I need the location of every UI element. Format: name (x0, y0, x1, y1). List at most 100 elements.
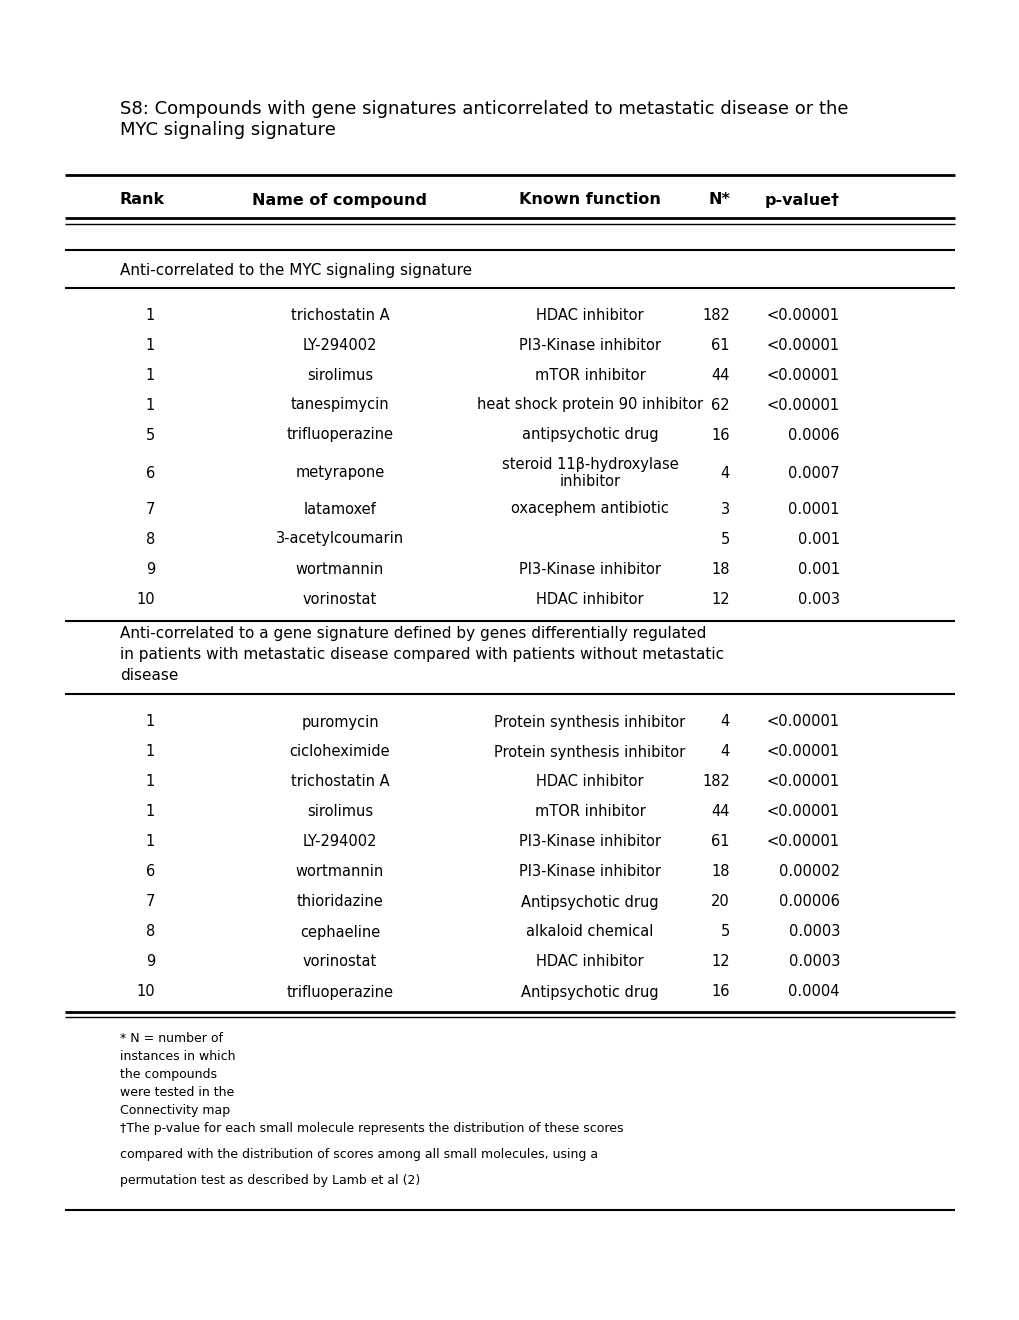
Text: 1: 1 (146, 744, 155, 759)
Text: 1: 1 (146, 714, 155, 730)
Text: PI3-Kinase inhibitor: PI3-Kinase inhibitor (519, 338, 660, 352)
Text: Anti-correlated to a gene signature defined by genes differentially regulated
in: Anti-correlated to a gene signature defi… (120, 626, 723, 682)
Text: 10: 10 (137, 591, 155, 606)
Text: HDAC inhibitor: HDAC inhibitor (536, 591, 643, 606)
Text: 12: 12 (710, 954, 730, 969)
Text: 1: 1 (146, 775, 155, 789)
Text: LY-294002: LY-294002 (303, 338, 377, 352)
Text: trifluoperazine: trifluoperazine (286, 985, 393, 999)
Text: 12: 12 (710, 591, 730, 606)
Text: latamoxef: latamoxef (304, 502, 376, 516)
Text: Anti-correlated to the MYC signaling signature: Anti-correlated to the MYC signaling sig… (120, 263, 472, 277)
Text: 182: 182 (701, 308, 730, 322)
Text: antipsychotic drug: antipsychotic drug (521, 428, 657, 442)
Text: puromycin: puromycin (301, 714, 378, 730)
Text: 62: 62 (710, 397, 730, 412)
Text: 3: 3 (720, 502, 730, 516)
Text: oxacephem antibiotic: oxacephem antibiotic (511, 502, 668, 516)
Text: 8: 8 (146, 924, 155, 940)
Text: <0.00001: <0.00001 (766, 804, 840, 820)
Text: trichostatin A: trichostatin A (290, 775, 389, 789)
Text: N*: N* (707, 193, 730, 207)
Text: Known function: Known function (519, 193, 660, 207)
Text: †The p-value for each small molecule represents the distribution of these scores: †The p-value for each small molecule rep… (120, 1122, 623, 1135)
Text: 7: 7 (146, 502, 155, 516)
Text: metyrapone: metyrapone (296, 466, 384, 480)
Text: steroid 11β-hydroxylase
inhibitor: steroid 11β-hydroxylase inhibitor (501, 457, 678, 490)
Text: 16: 16 (711, 428, 730, 442)
Text: PI3-Kinase inhibitor: PI3-Kinase inhibitor (519, 834, 660, 850)
Text: Antipsychotic drug: Antipsychotic drug (521, 895, 658, 909)
Text: 0.0007: 0.0007 (788, 466, 840, 480)
Text: 0.0006: 0.0006 (788, 428, 840, 442)
Text: 61: 61 (711, 834, 730, 850)
Text: <0.00001: <0.00001 (766, 775, 840, 789)
Text: permutation test as described by Lamb et al (2): permutation test as described by Lamb et… (120, 1173, 420, 1187)
Text: 0.0003: 0.0003 (788, 954, 840, 969)
Text: 0.001: 0.001 (797, 532, 840, 546)
Text: trifluoperazine: trifluoperazine (286, 428, 393, 442)
Text: 1: 1 (146, 397, 155, 412)
Text: 20: 20 (710, 895, 730, 909)
Text: HDAC inhibitor: HDAC inhibitor (536, 775, 643, 789)
Text: 0.0003: 0.0003 (788, 924, 840, 940)
Text: S8: Compounds with gene signatures anticorrelated to metastatic disease or the
M: S8: Compounds with gene signatures antic… (120, 100, 848, 139)
Text: thioridazine: thioridazine (297, 895, 383, 909)
Text: compared with the distribution of scores among all small molecules, using a: compared with the distribution of scores… (120, 1148, 597, 1162)
Text: 0.001: 0.001 (797, 561, 840, 577)
Text: trichostatin A: trichostatin A (290, 308, 389, 322)
Text: 7: 7 (146, 895, 155, 909)
Text: mTOR inhibitor: mTOR inhibitor (534, 804, 645, 820)
Text: 18: 18 (711, 561, 730, 577)
Text: 8: 8 (146, 532, 155, 546)
Text: 182: 182 (701, 775, 730, 789)
Text: vorinostat: vorinostat (303, 954, 377, 969)
Text: 4: 4 (720, 714, 730, 730)
Text: 16: 16 (711, 985, 730, 999)
Text: <0.00001: <0.00001 (766, 367, 840, 383)
Text: 6: 6 (146, 466, 155, 480)
Text: 1: 1 (146, 367, 155, 383)
Text: 61: 61 (711, 338, 730, 352)
Text: cephaeline: cephaeline (300, 924, 380, 940)
Text: 44: 44 (711, 804, 730, 820)
Text: 3-acetylcoumarin: 3-acetylcoumarin (276, 532, 404, 546)
Text: 0.00006: 0.00006 (779, 895, 840, 909)
Text: HDAC inhibitor: HDAC inhibitor (536, 308, 643, 322)
Text: <0.00001: <0.00001 (766, 397, 840, 412)
Text: <0.00001: <0.00001 (766, 744, 840, 759)
Text: 4: 4 (720, 744, 730, 759)
Text: Protein synthesis inhibitor: Protein synthesis inhibitor (494, 714, 685, 730)
Text: 5: 5 (720, 924, 730, 940)
Text: 9: 9 (146, 561, 155, 577)
Text: 1: 1 (146, 338, 155, 352)
Text: <0.00001: <0.00001 (766, 834, 840, 850)
Text: PI3-Kinase inhibitor: PI3-Kinase inhibitor (519, 865, 660, 879)
Text: 9: 9 (146, 954, 155, 969)
Text: sirolimus: sirolimus (307, 804, 373, 820)
Text: 10: 10 (137, 985, 155, 999)
Text: * N = number of
instances in which
the compounds
were tested in the
Connectivity: * N = number of instances in which the c… (120, 1032, 235, 1117)
Text: Rank: Rank (120, 193, 165, 207)
Text: <0.00001: <0.00001 (766, 308, 840, 322)
Text: sirolimus: sirolimus (307, 367, 373, 383)
Text: 5: 5 (146, 428, 155, 442)
Text: LY-294002: LY-294002 (303, 834, 377, 850)
Text: 18: 18 (711, 865, 730, 879)
Text: Name of compound: Name of compound (253, 193, 427, 207)
Text: 1: 1 (146, 834, 155, 850)
Text: 4: 4 (720, 466, 730, 480)
Text: vorinostat: vorinostat (303, 591, 377, 606)
Text: p-value†: p-value† (764, 193, 840, 207)
Text: 5: 5 (720, 532, 730, 546)
Text: mTOR inhibitor: mTOR inhibitor (534, 367, 645, 383)
Text: 6: 6 (146, 865, 155, 879)
Text: wortmannin: wortmannin (296, 561, 384, 577)
Text: wortmannin: wortmannin (296, 865, 384, 879)
Text: 0.0004: 0.0004 (788, 985, 840, 999)
Text: <0.00001: <0.00001 (766, 714, 840, 730)
Text: PI3-Kinase inhibitor: PI3-Kinase inhibitor (519, 561, 660, 577)
Text: 0.00002: 0.00002 (779, 865, 840, 879)
Text: cicloheximide: cicloheximide (289, 744, 390, 759)
Text: HDAC inhibitor: HDAC inhibitor (536, 954, 643, 969)
